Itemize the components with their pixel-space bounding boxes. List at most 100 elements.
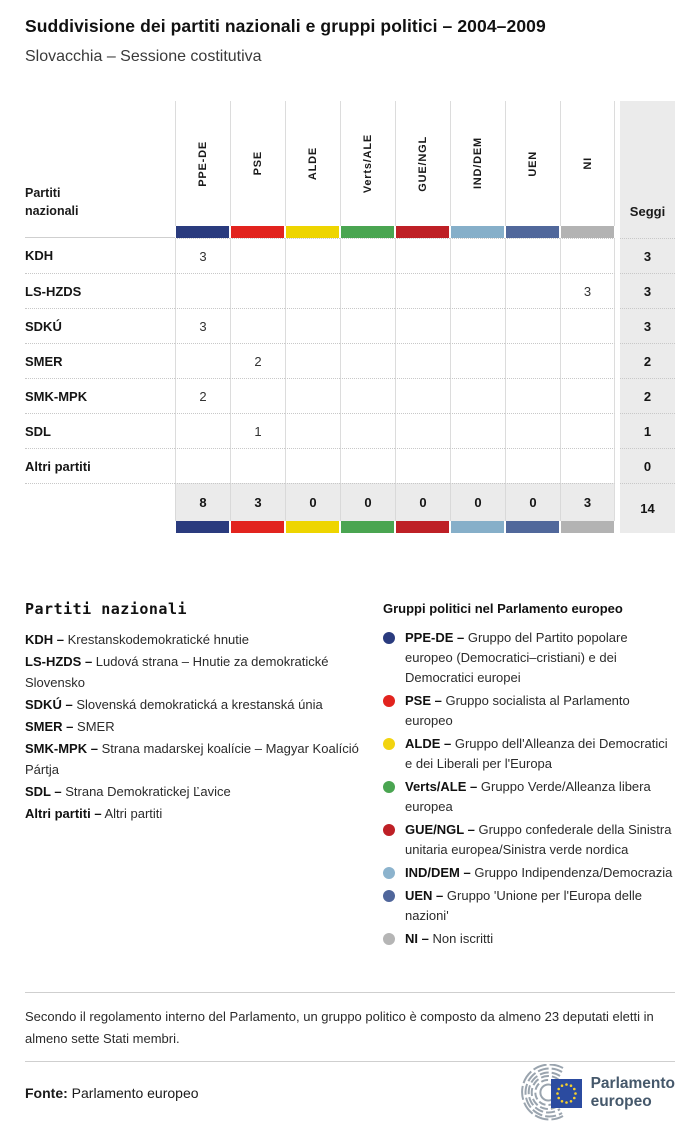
group-legend-text: PPE-DE – Gruppo del Partito popolare eur…: [405, 628, 675, 688]
seat-cell: [230, 238, 285, 273]
Verts/ALE-legend-dot-icon: [383, 781, 395, 793]
party-row-label: SMER: [25, 343, 175, 378]
seats-cell: 3: [620, 273, 675, 308]
column-header-NI: NI: [560, 101, 615, 226]
party-row-label: Altri partiti: [25, 448, 175, 483]
seat-cell: [450, 378, 505, 413]
seats-label: Seggi: [629, 204, 666, 219]
party-legend-name: Krestanskodemokratické hnutie: [67, 632, 250, 647]
seat-cell: [340, 273, 395, 308]
UEN-color-bar-top: [506, 226, 559, 238]
national-parties-legend: Partiti nazionali KDH – Krestanskodemokr…: [25, 599, 359, 952]
logo-wordmark: Parlamento europeo: [591, 1075, 675, 1111]
group-legend-desc: Gruppo confederale della Sinistra unitar…: [405, 822, 672, 857]
seats-cell: 3: [620, 308, 675, 343]
seat-cell: 1: [230, 413, 285, 448]
seat-cell: [505, 413, 560, 448]
column-header-IND/DEM: IND/DEM: [450, 101, 505, 226]
group-legend-abbr: PPE-DE –: [405, 630, 465, 645]
groups-legend-heading: Gruppi politici nel Parlamento europeo: [383, 601, 623, 616]
seat-cell: [285, 378, 340, 413]
GUE/NGL-color-bar-top: [396, 226, 449, 238]
UEN-color-bar-bottom: [506, 521, 559, 533]
group-legend-item: ALDE – Gruppo dell'Alleanza dei Democrat…: [383, 734, 675, 774]
header-underline: [25, 226, 175, 238]
total-cell-GUE/NGL: 0: [395, 483, 450, 521]
political-groups-legend: Gruppi politici nel Parlamento europeo P…: [383, 599, 675, 952]
group-legend-text: PSE – Gruppo socialista al Parlamento eu…: [405, 691, 675, 731]
seat-cell: [450, 413, 505, 448]
seats-total-cell: 14: [620, 483, 675, 533]
IND/DEM-legend-dot-icon: [383, 867, 395, 879]
seat-cell: [285, 343, 340, 378]
group-legend-item: Verts/ALE – Gruppo Verde/Alleanza libera…: [383, 777, 675, 817]
row-header: Partiti nazionali: [25, 101, 175, 226]
ALDE-legend-dot-icon: [383, 738, 395, 750]
seat-cell: [285, 238, 340, 273]
column-header-label: NI: [581, 157, 594, 170]
party-legend-name: Altri partiti: [104, 806, 163, 821]
seat-cell: [395, 308, 450, 343]
column-header-label: PSE: [252, 151, 264, 176]
party-row-label: SMK-MPK: [25, 378, 175, 413]
column-header-label: Verts/ALE: [362, 133, 374, 194]
total-cell-NI: 3: [560, 483, 615, 521]
PSE-color-bar-top: [231, 226, 284, 238]
group-legend-abbr: UEN –: [405, 888, 444, 903]
group-legend-abbr: ALDE –: [405, 736, 452, 751]
seat-cell: [450, 273, 505, 308]
seat-cell: [340, 343, 395, 378]
total-cell-IND/DEM: 0: [450, 483, 505, 521]
party-legend-abbr: SMER –: [25, 719, 74, 734]
IND/DEM-color-bar-bottom: [451, 521, 504, 533]
divider-top: [25, 992, 675, 993]
group-legend-desc: Gruppo del Partito popolare europeo (Dem…: [405, 630, 628, 685]
seat-cell: [285, 308, 340, 343]
party-row-label: SDL: [25, 413, 175, 448]
seat-cell: [450, 448, 505, 483]
seat-cell: [395, 413, 450, 448]
page: Suddivisione dei partiti nazionali e gru…: [25, 16, 675, 1121]
PPE-DE-legend-dot-icon: [383, 632, 395, 644]
group-legend-text: UEN – Gruppo 'Unione per l'Europa delle …: [405, 886, 675, 926]
logo-wordmark-line1: Parlamento: [590, 1075, 675, 1092]
PPE-DE-color-bar-top: [176, 226, 229, 238]
source-row: Fonte: Parlamento europeo: [25, 1064, 675, 1122]
seat-cell: [175, 413, 230, 448]
group-legend-abbr: PSE –: [405, 693, 442, 708]
seat-cell: 2: [175, 378, 230, 413]
total-cell-PPE-DE: 8: [175, 483, 230, 521]
group-legend-abbr: Verts/ALE –: [405, 779, 478, 794]
groups-list: PPE-DE – Gruppo del Partito popolare eur…: [383, 628, 675, 949]
results-table: Partiti nazionali Seggi PPE-DE 8 PSE 3 ALDE 0…: [25, 101, 675, 533]
seat-cell: [560, 413, 615, 448]
column-header-ALDE: ALDE: [285, 101, 340, 226]
party-legend-name: Ludová strana – Hnutie za demokratické S…: [25, 654, 329, 690]
group-legend-desc: Gruppo Verde/Alleanza libera europea: [405, 779, 651, 814]
footnote: Secondo il regolamento interno del Parla…: [25, 1009, 654, 1046]
party-row-label: LS-HZDS: [25, 273, 175, 308]
group-legend-item: UEN – Gruppo 'Unione per l'Europa delle …: [383, 886, 675, 926]
group-legend-text: IND/DEM – Gruppo Indipendenza/Democrazia: [405, 863, 672, 883]
Verts/ALE-color-bar-bottom: [341, 521, 394, 533]
column-header-UEN: UEN: [505, 101, 560, 226]
seat-cell: [560, 343, 615, 378]
seat-cell: [175, 448, 230, 483]
party-legend-item: SMK-MPK – Strana madarskej koalície – Ma…: [25, 738, 359, 780]
seat-cell: 3: [560, 273, 615, 308]
party-legend-abbr: Altri partiti –: [25, 806, 102, 821]
party-legend-name: Strana madarskej koalície – Magyar Koalí…: [25, 741, 359, 777]
seat-cell: [395, 378, 450, 413]
group-legend-text: ALDE – Gruppo dell'Alleanza dei Democrat…: [405, 734, 675, 774]
seat-cell: [395, 343, 450, 378]
party-legend-name: Slovenská demokratická a krestanská únia: [76, 697, 323, 712]
seat-cell: [560, 308, 615, 343]
total-cell-Verts/ALE: 0: [340, 483, 395, 521]
party-row-label: KDH: [25, 248, 54, 263]
NI-color-bar-bottom: [561, 521, 614, 533]
GUE/NGL-legend-dot-icon: [383, 824, 395, 836]
page-title: Suddivisione dei partiti nazionali e gru…: [25, 16, 546, 36]
GUE/NGL-color-bar-bottom: [396, 521, 449, 533]
seat-cell: [450, 238, 505, 273]
group-legend-text: Verts/ALE – Gruppo Verde/Alleanza libera…: [405, 777, 675, 817]
